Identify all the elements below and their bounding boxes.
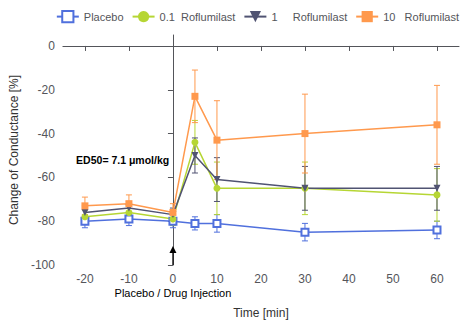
svg-text:1 Roflumilast: 1 Roflumilast — [271, 11, 347, 23]
svg-text:Change of Conductance [%]: Change of Conductance [%] — [7, 75, 21, 225]
svg-text:0.1 Roflumilast: 0.1 Roflumilast — [160, 11, 236, 23]
svg-text:10 Roflumilast: 10 Roflumilast — [383, 11, 459, 23]
svg-text:-80: -80 — [38, 214, 56, 228]
svg-text:-40: -40 — [38, 127, 56, 141]
svg-text:0: 0 — [170, 272, 177, 286]
svg-text:10: 10 — [210, 272, 224, 286]
svg-text:Placebo / Drug Injection: Placebo / Drug Injection — [115, 287, 232, 299]
svg-text:-60: -60 — [38, 170, 56, 184]
svg-text:20: 20 — [254, 272, 268, 286]
svg-text:60: 60 — [430, 272, 444, 286]
svg-text:-100: -100 — [31, 258, 55, 272]
svg-text:Time [min]: Time [min] — [233, 306, 289, 320]
svg-text:-20: -20 — [38, 83, 56, 97]
svg-text:-20: -20 — [76, 272, 94, 286]
svg-text:-10: -10 — [120, 272, 138, 286]
svg-text:40: 40 — [342, 272, 356, 286]
svg-text:Placebo: Placebo — [84, 11, 124, 23]
svg-text:0: 0 — [48, 39, 55, 53]
svg-text:50: 50 — [386, 272, 400, 286]
svg-text:ED50= 7.1 μmol/kg: ED50= 7.1 μmol/kg — [76, 154, 169, 166]
svg-text:30: 30 — [298, 272, 312, 286]
